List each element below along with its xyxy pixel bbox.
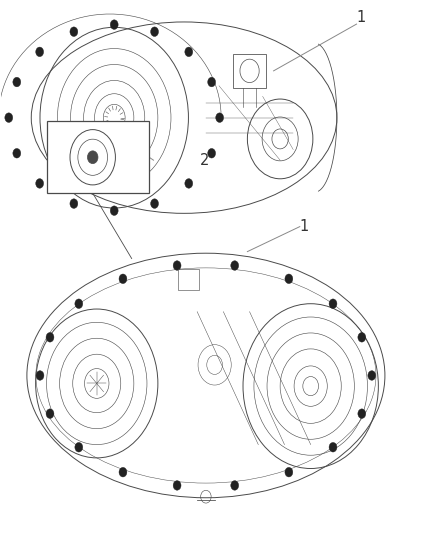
Circle shape: [70, 27, 78, 36]
Circle shape: [36, 47, 44, 56]
Circle shape: [173, 481, 181, 490]
Circle shape: [173, 261, 181, 270]
Circle shape: [88, 151, 98, 164]
Circle shape: [46, 333, 54, 342]
Circle shape: [151, 27, 159, 36]
Circle shape: [119, 274, 127, 284]
Circle shape: [110, 20, 118, 29]
Circle shape: [70, 199, 78, 208]
Circle shape: [358, 333, 366, 342]
Circle shape: [110, 206, 118, 215]
Circle shape: [285, 467, 293, 477]
Circle shape: [231, 261, 239, 270]
Circle shape: [329, 442, 337, 452]
Bar: [177, 269, 199, 290]
Circle shape: [185, 179, 193, 188]
Circle shape: [231, 481, 239, 490]
Circle shape: [5, 113, 13, 123]
Circle shape: [329, 299, 337, 309]
Circle shape: [75, 299, 83, 309]
Circle shape: [36, 370, 44, 380]
Circle shape: [208, 77, 215, 87]
Text: 1: 1: [356, 10, 366, 25]
Circle shape: [358, 409, 366, 418]
Circle shape: [75, 442, 83, 452]
Circle shape: [151, 199, 159, 208]
Circle shape: [208, 149, 215, 158]
Circle shape: [36, 179, 44, 188]
Text: 1: 1: [300, 219, 309, 234]
Circle shape: [368, 370, 376, 380]
Circle shape: [46, 409, 54, 418]
Circle shape: [13, 77, 21, 87]
Circle shape: [216, 113, 223, 123]
Circle shape: [13, 149, 21, 158]
Circle shape: [119, 467, 127, 477]
Bar: [46, 122, 149, 193]
Circle shape: [285, 274, 293, 284]
Circle shape: [185, 47, 193, 56]
Text: 2: 2: [200, 152, 210, 168]
Bar: [233, 54, 266, 88]
